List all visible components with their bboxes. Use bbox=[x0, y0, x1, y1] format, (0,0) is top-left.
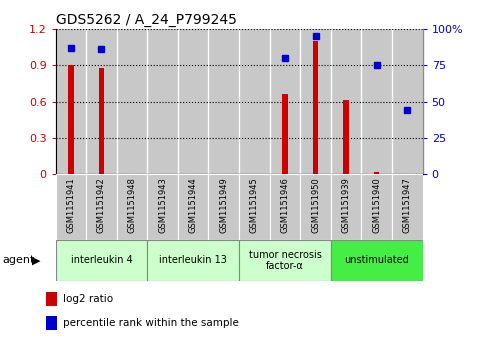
Bar bbox=[178, 174, 209, 240]
Text: GSM1151943: GSM1151943 bbox=[158, 178, 167, 233]
Text: GDS5262 / A_24_P799245: GDS5262 / A_24_P799245 bbox=[56, 13, 236, 26]
Bar bbox=[209, 174, 239, 240]
Bar bbox=[209, 29, 239, 174]
Bar bbox=[68, 65, 73, 174]
Text: tumor necrosis
factor-α: tumor necrosis factor-α bbox=[249, 250, 321, 271]
Bar bbox=[343, 101, 349, 174]
Bar bbox=[178, 29, 209, 174]
Text: GSM1151950: GSM1151950 bbox=[311, 178, 320, 233]
Bar bbox=[117, 174, 147, 240]
Bar bbox=[300, 29, 331, 174]
Bar bbox=[270, 174, 300, 240]
Bar bbox=[239, 174, 270, 240]
Text: GSM1151940: GSM1151940 bbox=[372, 178, 381, 233]
Bar bbox=[300, 174, 331, 240]
Text: percentile rank within the sample: percentile rank within the sample bbox=[63, 318, 239, 328]
Bar bbox=[56, 174, 86, 240]
Bar bbox=[147, 240, 239, 281]
Bar bbox=[147, 174, 178, 240]
Text: unstimulated: unstimulated bbox=[344, 256, 409, 265]
Bar bbox=[282, 94, 288, 174]
Bar bbox=[46, 315, 57, 330]
Text: GSM1151941: GSM1151941 bbox=[66, 178, 75, 233]
Bar bbox=[331, 240, 423, 281]
Bar bbox=[117, 29, 147, 174]
Bar bbox=[361, 29, 392, 174]
Text: GSM1151945: GSM1151945 bbox=[250, 178, 259, 233]
Text: GSM1151944: GSM1151944 bbox=[189, 178, 198, 233]
Text: agent: agent bbox=[2, 256, 35, 265]
Bar bbox=[147, 29, 178, 174]
Bar bbox=[46, 292, 57, 306]
Text: GSM1151947: GSM1151947 bbox=[403, 178, 412, 233]
Text: GSM1151939: GSM1151939 bbox=[341, 178, 351, 233]
Bar bbox=[86, 174, 117, 240]
Bar bbox=[331, 174, 361, 240]
Bar bbox=[99, 68, 104, 174]
Text: GSM1151948: GSM1151948 bbox=[128, 178, 137, 233]
Bar bbox=[239, 29, 270, 174]
Bar bbox=[331, 29, 361, 174]
Text: ▶: ▶ bbox=[32, 256, 41, 265]
Bar bbox=[392, 174, 423, 240]
Text: GSM1151942: GSM1151942 bbox=[97, 178, 106, 233]
Bar bbox=[56, 29, 86, 174]
Text: interleukin 4: interleukin 4 bbox=[71, 256, 132, 265]
Bar bbox=[56, 240, 147, 281]
Bar bbox=[361, 174, 392, 240]
Bar bbox=[313, 41, 318, 174]
Text: log2 ratio: log2 ratio bbox=[63, 294, 114, 304]
Bar bbox=[239, 240, 331, 281]
Bar bbox=[374, 172, 380, 174]
Bar bbox=[86, 29, 117, 174]
Text: GSM1151946: GSM1151946 bbox=[281, 178, 289, 233]
Text: interleukin 13: interleukin 13 bbox=[159, 256, 227, 265]
Bar bbox=[392, 29, 423, 174]
Bar bbox=[270, 29, 300, 174]
Text: GSM1151949: GSM1151949 bbox=[219, 178, 228, 233]
